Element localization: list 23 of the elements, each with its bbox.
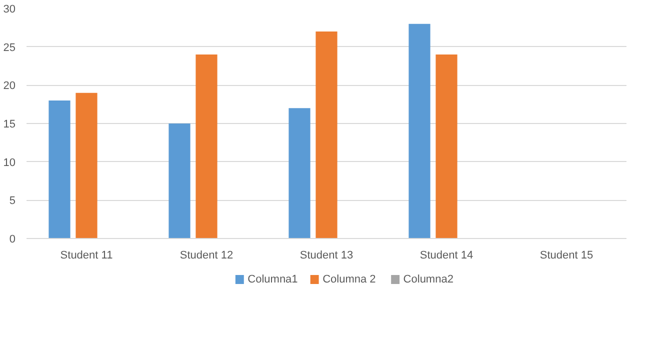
bar (408, 24, 430, 238)
y-tick-label: 25 (3, 42, 16, 54)
x-tick-label: Student 12 (180, 250, 234, 262)
bar (436, 54, 458, 238)
legend-label: Columna 2 (322, 274, 376, 286)
x-tick-label: Student 15 (540, 250, 594, 262)
bar (168, 124, 190, 238)
x-tick-label: Student 14 (420, 250, 474, 262)
y-tick-label: 10 (3, 156, 16, 169)
x-tick-label: Student 11 (60, 250, 113, 262)
bar (316, 32, 338, 238)
y-tick-label: 5 (9, 195, 16, 208)
legend-label: Columna2 (403, 274, 454, 286)
bar (48, 100, 70, 238)
y-tick-label: 0 (9, 234, 16, 246)
x-tick-label: Student 13 (300, 250, 354, 262)
bar (76, 92, 98, 238)
bar (196, 54, 218, 238)
legend-label: Columna1 (248, 274, 298, 286)
y-tick-label: 15 (3, 118, 16, 130)
y-tick-label: 20 (3, 80, 16, 92)
bar (288, 108, 310, 238)
y-tick-label: 30 (3, 4, 16, 16)
